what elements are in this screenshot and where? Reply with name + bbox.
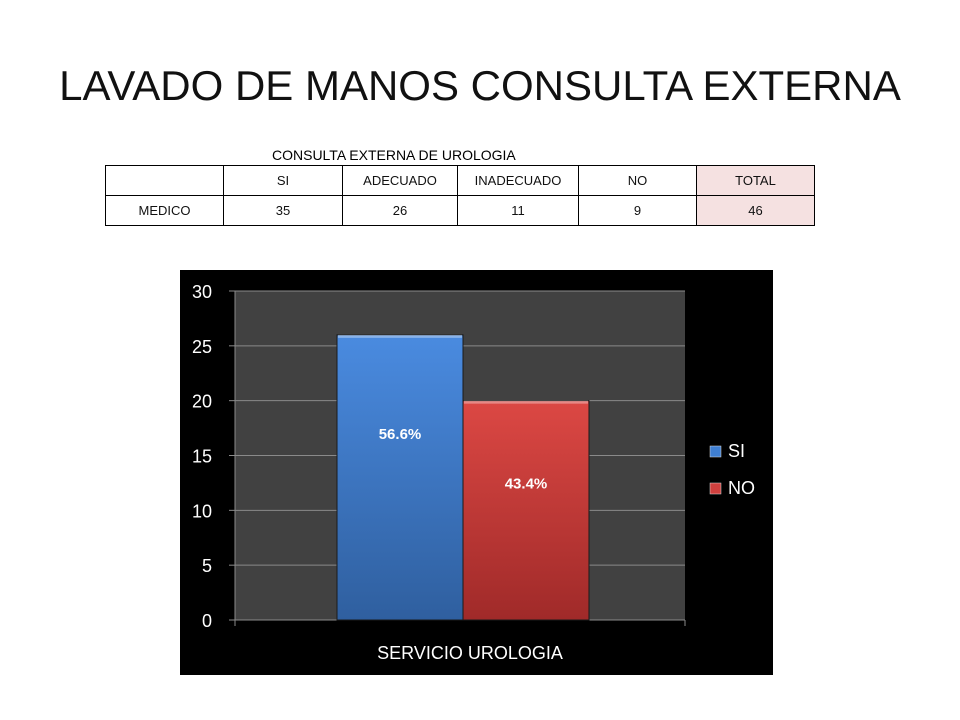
table-caption: CONSULTA EXTERNA DE UROLOGIA: [272, 147, 516, 163]
table-cell: 46: [696, 195, 815, 226]
table-row: MEDICO 35 26 11 9 46: [105, 195, 815, 226]
table-header-cell: ADECUADO: [342, 165, 458, 196]
bar-highlight: [464, 400, 588, 404]
y-tick-label: 20: [192, 392, 212, 412]
table-cell: MEDICO: [105, 195, 224, 226]
table-cell: 35: [223, 195, 343, 226]
bar-chart-svg: 0 5 10 15 20 25 30 56.6% 43.4% SERVICIO UROLOGIA S…: [192, 282, 755, 663]
y-tick-label: 5: [202, 556, 212, 576]
y-tick-label: 30: [192, 282, 212, 302]
legend-label-si: SI: [728, 441, 745, 461]
legend-swatch-si: [709, 445, 722, 458]
table-header-cell: SI: [223, 165, 343, 196]
data-table: SI ADECUADO INADECUADO NO TOTAL MEDICO 3…: [105, 165, 815, 226]
y-tick-label: 0: [202, 611, 212, 631]
table-header-cell: NO: [578, 165, 697, 196]
data-label: 56.6%: [379, 426, 422, 443]
y-tick-label: 15: [192, 447, 212, 467]
table-header-cell: [105, 165, 224, 196]
bar-si: [336, 334, 464, 621]
bar-chart: 0 5 10 15 20 25 30 56.6% 43.4% SERVICIO UROLOGIA S…: [180, 270, 773, 675]
slide-title: LAVADO DE MANOS CONSULTA EXTERNA: [59, 62, 901, 109]
y-tick-label: 25: [192, 337, 212, 357]
table-header-cell: TOTAL: [696, 165, 815, 196]
bar-highlight: [338, 334, 462, 338]
x-category-label: SERVICIO UROLOGIA: [377, 643, 563, 663]
y-tick-label: 10: [192, 501, 212, 521]
table-cell: 11: [457, 195, 579, 226]
legend-label-no: NO: [728, 478, 755, 498]
table-cell: 26: [342, 195, 458, 226]
bar-no: [462, 400, 590, 621]
table-cell: 9: [578, 195, 697, 226]
table-header-cell: INADECUADO: [457, 165, 579, 196]
data-label: 43.4%: [505, 475, 548, 492]
table-header-row: SI ADECUADO INADECUADO NO TOTAL: [105, 165, 815, 196]
legend-swatch-no: [709, 482, 722, 495]
